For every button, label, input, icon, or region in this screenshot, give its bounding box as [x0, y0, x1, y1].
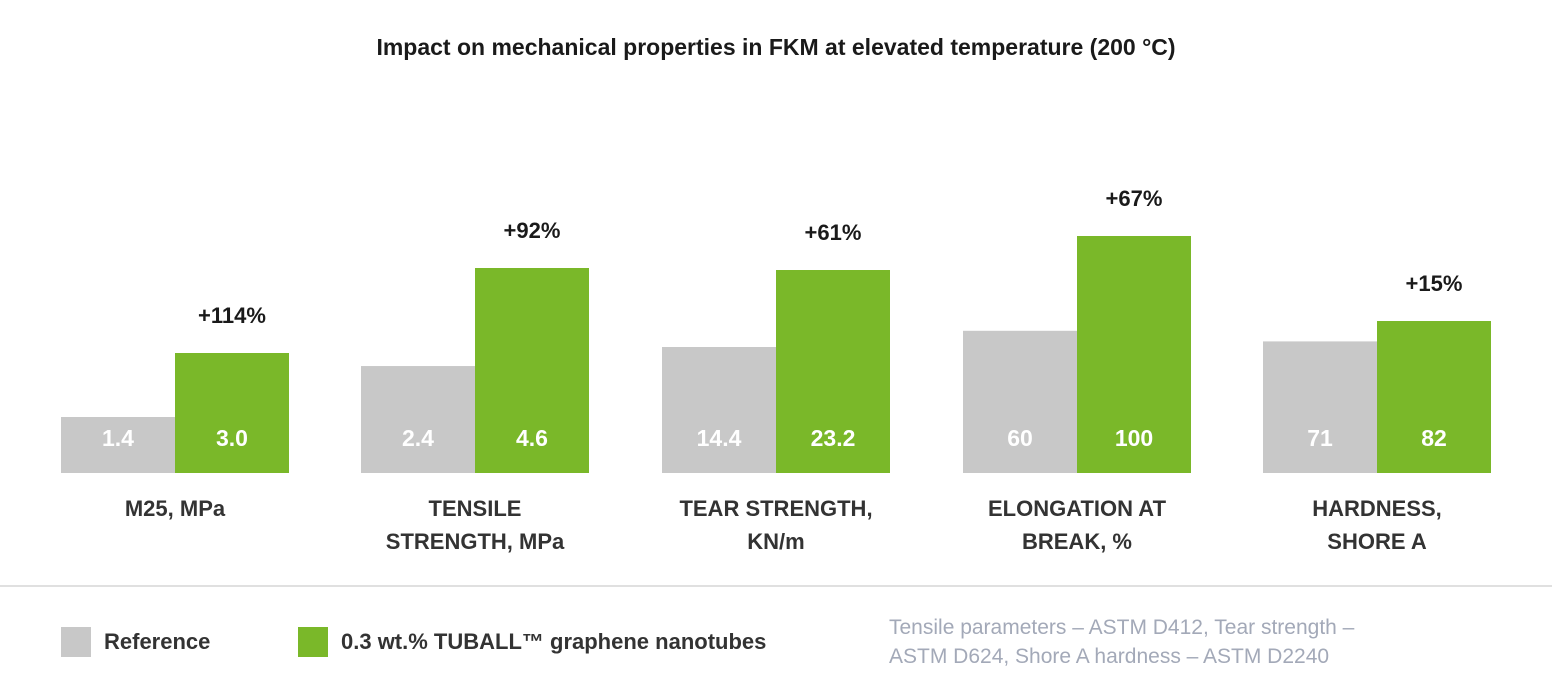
bar-reference — [1263, 341, 1377, 473]
footnote-line-1: Tensile parameters – ASTM D412, Tear str… — [889, 616, 1355, 639]
bar-reference — [963, 330, 1077, 473]
bar-value-reference: 2.4 — [402, 425, 434, 451]
category-label: STRENGTH, MPa — [386, 529, 565, 554]
category-label: TEAR STRENGTH, — [679, 496, 872, 521]
bar-reference — [361, 366, 475, 473]
bar-group: 1.4 3.0 +114% M25, MPa — [61, 303, 289, 521]
bar-value-reference: 60 — [1007, 425, 1033, 451]
category-label: TENSILE — [429, 496, 522, 521]
category-label: KN/m — [747, 529, 804, 554]
bar-group: 2.4 4.6 +92% TENSILE STRENGTH, MPa — [361, 218, 589, 554]
bar-reference — [61, 417, 175, 473]
bar-tuball — [1077, 236, 1191, 473]
bar-group: 14.4 23.2 +61% TEAR STRENGTH, KN/m — [662, 220, 890, 554]
category-label: HARDNESS, — [1312, 496, 1442, 521]
bar-value-tuball: 82 — [1421, 425, 1447, 451]
category-label: ELONGATION AT — [988, 496, 1167, 521]
bar-group: 71 82 +15% HARDNESS, SHORE A — [1263, 271, 1491, 554]
legend-label-tuball: 0.3 wt.% TUBALL™ graphene nanotubes — [341, 629, 767, 654]
legend-item-reference: Reference — [61, 625, 210, 659]
improvement-label: +67% — [1106, 186, 1163, 211]
bar-value-tuball: 100 — [1115, 425, 1153, 451]
bar-value-reference: 71 — [1307, 425, 1333, 451]
footnote-line-2: ASTM D624, Shore A hardness – ASTM D2240 — [889, 645, 1330, 668]
legend-swatch-reference — [61, 627, 91, 657]
legend-item-tuball: 0.3 wt.% TUBALL™ graphene nanotubes — [298, 625, 766, 659]
category-label: M25, MPa — [125, 496, 226, 521]
bar-value-tuball: 23.2 — [811, 425, 856, 451]
improvement-label: +92% — [504, 218, 561, 243]
bar-value-reference: 1.4 — [102, 425, 134, 451]
improvement-label: +15% — [1406, 271, 1463, 296]
bar-chart: 1.4 3.0 +114% M25, MPa 2.4 4.6 +92% TENSILE STRE… — [61, 186, 1491, 554]
test-standards-footnote: Tensile parameters – ASTM D412, Tear str… — [889, 613, 1509, 671]
bar-value-tuball: 4.6 — [516, 425, 548, 451]
legend-swatch-tuball — [298, 627, 328, 657]
chart-title: Impact on mechanical properties in FKM a… — [376, 34, 1176, 60]
bar-tuball — [776, 270, 890, 473]
bar-group: 60 100 +67% ELONGATION AT BREAK, % — [963, 186, 1191, 554]
bar-reference — [662, 347, 776, 473]
bar-tuball — [175, 353, 289, 473]
improvement-label: +114% — [198, 303, 266, 328]
improvement-label: +61% — [805, 220, 862, 245]
bar-tuball — [1377, 321, 1491, 473]
bar-tuball — [475, 268, 589, 473]
divider — [0, 585, 1552, 587]
legend-label-reference: Reference — [104, 629, 211, 654]
bar-value-tuball: 3.0 — [216, 425, 248, 451]
bar-value-reference: 14.4 — [697, 425, 742, 451]
category-label: SHORE A — [1327, 529, 1427, 554]
category-label: BREAK, % — [1022, 529, 1132, 554]
